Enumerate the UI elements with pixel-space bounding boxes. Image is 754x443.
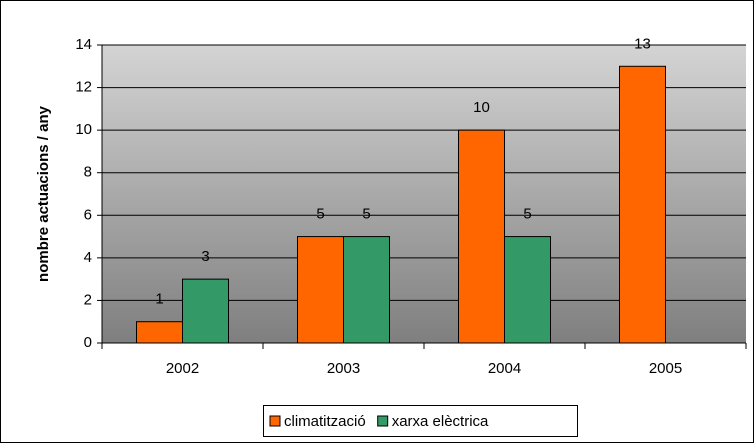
data-label: 10 [473, 99, 490, 116]
bar [619, 65, 666, 344]
x-tick-label: 2004 [488, 360, 521, 377]
y-tick-label: 14 [75, 36, 92, 53]
x-tick-label: 2003 [327, 360, 360, 377]
y-tick-label: 12 [75, 79, 92, 96]
legend-box [263, 405, 578, 437]
y-axis-label: nombre actuacions / any [35, 105, 52, 282]
bar [182, 278, 229, 344]
y-tick-label: 2 [84, 291, 92, 308]
data-label: 3 [201, 248, 209, 265]
data-label: 5 [362, 206, 370, 223]
data-label: 13 [634, 35, 651, 52]
y-tick-label: 10 [75, 121, 92, 138]
legend-swatch [377, 415, 389, 427]
bar [297, 236, 344, 344]
x-tick-label: 2002 [166, 360, 199, 377]
legend-label: xarxa elèctrica [392, 413, 489, 430]
data-label: 1 [155, 291, 163, 308]
x-tick-label: 2005 [649, 360, 682, 377]
bar [504, 236, 551, 344]
y-tick-label: 0 [84, 334, 92, 351]
y-tick-label: 8 [84, 164, 92, 181]
data-label: 5 [316, 206, 324, 223]
legend-label: climatització [284, 413, 366, 430]
bar [343, 236, 390, 344]
bar [458, 129, 505, 344]
y-tick-label: 4 [84, 249, 92, 266]
legend-swatch [269, 415, 281, 427]
bar [136, 321, 183, 344]
data-label: 5 [523, 206, 531, 223]
y-tick-label: 6 [84, 206, 92, 223]
